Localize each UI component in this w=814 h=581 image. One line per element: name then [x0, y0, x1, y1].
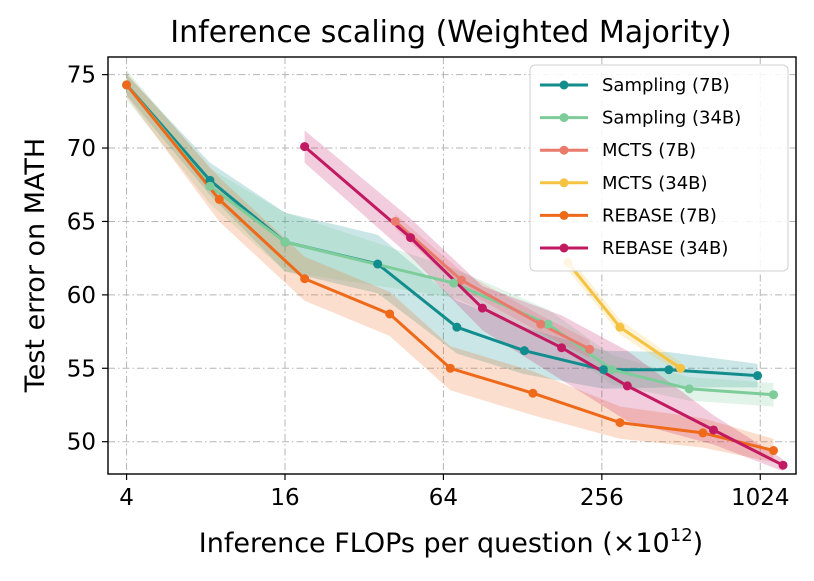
y-tick-label: 55 [67, 356, 96, 382]
legend-box [529, 64, 789, 272]
point-mcts-7b [585, 344, 595, 354]
legend-label-sampling-7b: Sampling (7B) [602, 75, 730, 96]
point-rebase-7b [122, 80, 132, 90]
point-sampling-7b [452, 322, 462, 332]
point-sampling-7b [519, 346, 529, 356]
x-tick-label: 4 [119, 485, 134, 511]
legend-marker-mcts-7b [559, 145, 569, 155]
point-sampling-34b [449, 278, 459, 288]
point-rebase-7b [528, 388, 538, 398]
point-mcts-7b [536, 319, 546, 329]
legend-label-rebase-34b: REBASE (34B) [602, 238, 728, 259]
legend-label-mcts-34b: MCTS (34B) [602, 173, 708, 194]
line-mcts-7b [393, 220, 592, 351]
legend-label-rebase-7b: REBASE (7B) [602, 205, 717, 226]
x-tick-label: 1024 [731, 485, 790, 511]
point-rebase-34b [778, 460, 788, 470]
point-mcts-7b [457, 275, 467, 285]
point-rebase-34b [300, 142, 310, 152]
x-tick-label: 64 [429, 485, 458, 511]
point-sampling-7b [599, 365, 609, 375]
point-rebase-7b [698, 428, 708, 438]
point-rebase-7b [769, 446, 779, 456]
point-sampling-34b [280, 237, 290, 247]
chart-title: Inference scaling (Weighted Majority) [170, 15, 731, 50]
point-sampling-7b [373, 259, 383, 269]
band-mcts-34b [567, 255, 681, 375]
point-rebase-7b [300, 274, 310, 284]
y-tick-label: 60 [67, 283, 96, 309]
point-sampling-7b [753, 371, 763, 381]
point-sampling-34b [607, 365, 617, 375]
point-rebase-7b [214, 194, 224, 204]
point-sampling-7b [664, 365, 674, 375]
point-rebase-34b [708, 425, 718, 435]
point-rebase-7b [445, 363, 455, 373]
legend-marker-mcts-34b [559, 178, 569, 188]
x-axis-label-exponent: 12 [670, 525, 693, 546]
legend-marker-sampling-34b [559, 113, 569, 123]
point-rebase-34b [406, 233, 416, 243]
legend-marker-rebase-34b [559, 243, 569, 253]
plot-frame [107, 56, 797, 475]
point-sampling-34b [543, 319, 553, 329]
band-rebase-34b [304, 130, 783, 472]
point-mcts-34b [615, 322, 625, 332]
y-tick-label: 75 [67, 63, 96, 89]
point-rebase-34b [622, 381, 632, 391]
point-mcts-34b [676, 363, 686, 373]
y-tick-label: 70 [67, 136, 96, 162]
point-rebase-34b [557, 343, 567, 353]
legend-label-sampling-34b: Sampling (34B) [602, 108, 741, 129]
point-sampling-34b [205, 181, 215, 191]
point-sampling-34b [684, 384, 694, 394]
point-rebase-7b [615, 418, 625, 428]
point-rebase-34b [477, 303, 487, 313]
x-tick-label: 16 [270, 485, 299, 511]
legend-marker-sampling-7b [559, 80, 569, 90]
point-rebase-7b [385, 309, 395, 319]
legend-label-mcts-7b: MCTS (7B) [602, 140, 696, 161]
legend: Sampling (7B) Sampling (34B) MCTS (7B) MCTS… [529, 64, 789, 272]
x-tick-label: 256 [580, 485, 624, 511]
y-tick-label: 50 [67, 430, 96, 456]
x-axis-label: Inference FLOPs per question (×1012) [199, 525, 703, 559]
legend-marker-rebase-7b [559, 210, 569, 220]
band-rebase-7b [126, 73, 774, 463]
point-sampling-34b [769, 390, 779, 400]
y-axis-ticks: 50 55 60 65 70 75 [67, 63, 108, 456]
point-mcts-7b [390, 216, 400, 226]
y-axis-label: Test error on MATH [20, 138, 51, 393]
band-sampling-34b [126, 70, 774, 407]
y-tick-label: 65 [67, 209, 96, 235]
x-axis-label-end: ) [693, 528, 704, 559]
x-axis-ticks: 4 16 64 256 1024 [119, 474, 790, 511]
